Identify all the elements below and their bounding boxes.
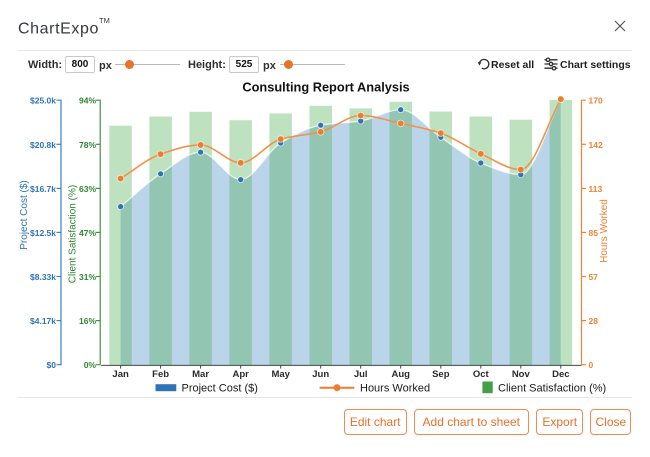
svg-text:May: May [271, 369, 290, 380]
svg-text:Client Satisfaction (%): Client Satisfaction (%) [68, 185, 79, 283]
svg-text:Feb: Feb [152, 369, 169, 380]
svg-text:Oct: Oct [473, 369, 490, 380]
svg-text:57: 57 [589, 272, 599, 282]
svg-text:Apr: Apr [233, 369, 250, 380]
svg-text:28: 28 [589, 316, 599, 326]
svg-text:142: 142 [589, 140, 603, 150]
svg-text:170: 170 [589, 96, 603, 106]
svg-text:113: 113 [589, 184, 603, 194]
svg-text:$12.5k: $12.5k [30, 228, 56, 238]
svg-text:$8.33k: $8.33k [30, 272, 56, 282]
svg-text:Dec: Dec [552, 369, 569, 380]
svg-text:Hours Worked: Hours Worked [360, 383, 430, 395]
svg-text:$25.0k: $25.0k [30, 96, 56, 106]
svg-text:Aug: Aug [391, 369, 410, 380]
svg-text:78%: 78% [79, 140, 96, 150]
svg-text:Project Cost ($): Project Cost ($) [19, 180, 30, 249]
svg-text:Sep: Sep [432, 369, 450, 380]
svg-text:Project Cost ($): Project Cost ($) [182, 383, 258, 395]
svg-text:16%: 16% [79, 316, 96, 326]
svg-text:94%: 94% [79, 96, 96, 106]
svg-text:Mar: Mar [192, 369, 209, 380]
svg-text:0%: 0% [84, 360, 97, 370]
svg-text:47%: 47% [79, 228, 96, 238]
svg-text:85: 85 [589, 228, 599, 238]
svg-text:$4.17k: $4.17k [30, 316, 56, 326]
svg-text:Jun: Jun [312, 369, 329, 380]
svg-text:$0: $0 [47, 360, 57, 370]
svg-text:0: 0 [589, 360, 594, 370]
svg-text:Nov: Nov [512, 369, 531, 380]
svg-text:$20.8k: $20.8k [30, 140, 56, 150]
svg-text:31%: 31% [79, 272, 96, 282]
svg-text:Jan: Jan [112, 369, 129, 380]
svg-text:$16.7k: $16.7k [30, 184, 56, 194]
svg-text:Hours Worked: Hours Worked [599, 199, 610, 263]
svg-text:Jul: Jul [354, 369, 368, 380]
svg-text:Client Satisfaction (%): Client Satisfaction (%) [498, 383, 606, 395]
svg-text:Consulting Report Analysis: Consulting Report Analysis [242, 80, 409, 95]
svg-text:63%: 63% [79, 184, 96, 194]
